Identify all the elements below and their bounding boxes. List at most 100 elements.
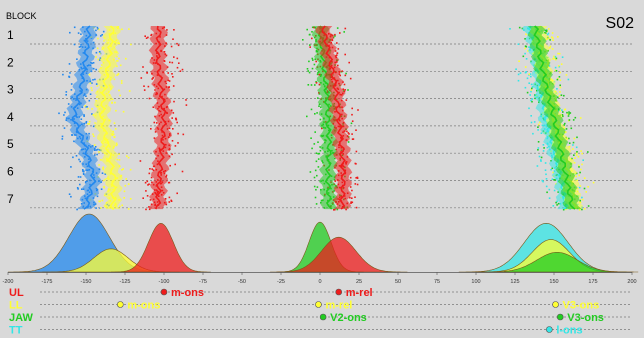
scatter-point	[555, 201, 557, 204]
scatter-point	[107, 176, 109, 178]
scatter-point	[561, 56, 564, 58]
scatter-point	[75, 155, 78, 157]
scatter-point	[566, 111, 568, 114]
event-label: V2-ons	[330, 312, 367, 324]
scatter-point	[551, 48, 554, 50]
scatter-point	[559, 84, 561, 87]
scatter-point	[129, 198, 132, 200]
scatter-point	[76, 58, 78, 60]
scatter-point	[347, 132, 350, 134]
x-tick-label: 125	[510, 279, 519, 285]
scatter-point	[167, 72, 169, 74]
scatter-point	[69, 72, 71, 74]
scatter-point	[104, 178, 106, 181]
scatter-point	[92, 67, 95, 70]
scatter-point	[311, 26, 314, 29]
scatter-point	[344, 74, 347, 77]
scatter-point	[555, 57, 558, 60]
scatter-point	[345, 208, 347, 211]
scatter-point	[346, 130, 348, 133]
scatter-point	[545, 29, 548, 32]
scatter-point	[111, 102, 113, 104]
scatter-point	[170, 109, 173, 112]
scatter-point	[149, 199, 152, 201]
scatter-point	[524, 45, 527, 47]
scatter-point	[86, 180, 88, 183]
scatter-point	[313, 26, 315, 29]
scatter-point	[63, 127, 66, 129]
scatter-point	[154, 89, 156, 91]
scatter-point	[144, 35, 146, 37]
x-tick-label: 0	[318, 279, 321, 285]
scatter-point	[344, 27, 347, 30]
scatter-point	[156, 122, 158, 124]
scatter-point	[93, 135, 95, 137]
scatter-point	[318, 105, 320, 107]
scatter-point	[127, 208, 130, 210]
x-tick-label: -125	[119, 279, 130, 285]
scatter-point	[148, 172, 151, 175]
scatter-point	[177, 44, 180, 47]
scatter-point	[92, 133, 94, 136]
scatter-point	[121, 28, 123, 31]
scatter-point	[577, 164, 580, 167]
scatter-point	[146, 195, 149, 197]
x-tick-label: 25	[356, 279, 362, 285]
scatter-point	[163, 51, 166, 53]
scatter-point	[94, 78, 96, 81]
event-marker	[335, 288, 343, 296]
scatter-point	[73, 140, 75, 143]
scatter-point	[537, 126, 539, 128]
scatter-point	[522, 55, 525, 58]
scatter-point	[565, 208, 567, 211]
scatter-point	[311, 147, 313, 150]
scatter-point	[312, 59, 314, 61]
scatter-point	[128, 28, 130, 30]
scatter-point	[563, 124, 565, 126]
scatter-point	[557, 52, 559, 55]
scatter-point	[172, 112, 175, 114]
scatter-point	[583, 187, 586, 190]
scatter-point	[557, 65, 560, 67]
scatter-point	[163, 59, 166, 62]
scatter-point	[167, 181, 170, 184]
scatter-point	[181, 170, 184, 173]
scatter-point	[94, 146, 97, 148]
scatter-point	[116, 143, 118, 146]
scatter-point	[112, 133, 115, 136]
scatter-point	[88, 99, 91, 102]
scatter-point	[336, 52, 339, 55]
scatter-point	[175, 118, 178, 121]
scatter-point	[349, 186, 352, 188]
scatter-point	[538, 155, 541, 158]
scatter-point	[559, 71, 561, 74]
scatter-point	[173, 100, 175, 103]
scatter-point	[79, 45, 82, 48]
scatter-point	[341, 70, 343, 72]
scatter-point	[553, 189, 556, 192]
scatter-point	[576, 190, 579, 192]
scatter-point	[528, 82, 530, 84]
scatter-point	[524, 71, 527, 74]
scatter-point	[536, 89, 538, 92]
scatter-point	[319, 118, 322, 121]
scatter-point	[167, 79, 170, 82]
scatter-point	[556, 204, 558, 206]
scatter-point	[540, 160, 542, 162]
scatter-point	[349, 77, 352, 80]
scatter-point	[315, 160, 318, 163]
scatter-point	[306, 28, 308, 31]
scatter-point	[83, 122, 86, 125]
block-label: 4	[7, 110, 14, 124]
scatter-point	[334, 50, 337, 52]
scatter-point	[306, 68, 309, 70]
scatter-point	[531, 100, 533, 103]
scatter-point	[529, 73, 531, 75]
scatter-point	[103, 185, 105, 188]
scatter-point	[91, 62, 93, 65]
scatter-point	[313, 143, 316, 145]
scatter-point	[88, 123, 91, 125]
block-label: 3	[7, 83, 14, 97]
scatter-point	[517, 43, 520, 45]
scatter-point	[117, 26, 120, 28]
